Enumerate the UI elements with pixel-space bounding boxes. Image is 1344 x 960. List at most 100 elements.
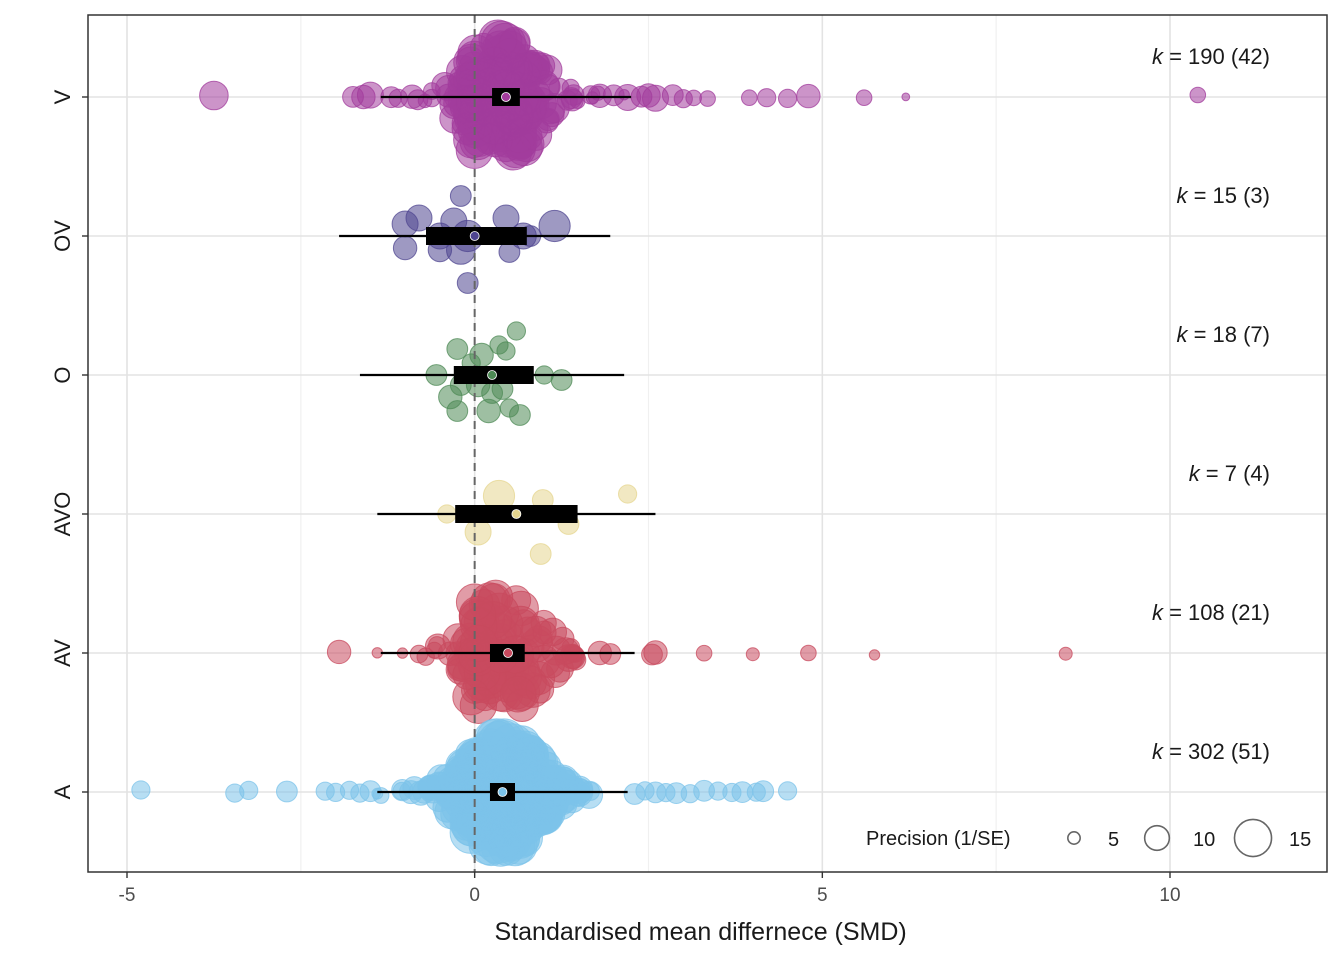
effect-size-point [416,647,435,666]
effect-size-point [459,686,498,724]
effect-size-point [778,781,798,801]
k-annotation: k = 15 (3) [1176,183,1270,208]
effect-size-point [868,649,881,661]
k-value: = 108 (21) [1163,600,1270,625]
effect-size-point [618,484,638,504]
k-annotation: k = 302 (51) [1152,739,1270,764]
effect-size-point [757,88,777,108]
legend-title: Precision (1/SE) [866,828,1011,850]
effect-size-point [539,93,570,124]
y-category-label: V [50,89,75,104]
y-category-label: A [50,784,75,799]
effect-size-point [499,675,537,713]
k-annotation: k = 190 (42) [1152,44,1270,69]
effect-size-point [509,404,531,426]
plot-border [87,14,1328,873]
effect-size-point [745,647,760,662]
k-annotations: k = 190 (42)k = 15 (3)k = 18 (7)k = 7 (4… [1152,44,1270,764]
y-category-label: AVO [50,492,75,537]
effect-size-point [405,204,433,232]
effect-size-point [536,649,566,679]
effect-size-point [855,89,873,106]
series-av [326,579,1073,724]
effect-size-point [356,81,384,109]
pooled-estimate [503,648,513,658]
y-category-label: AV [50,639,75,667]
k-value: = 15 (3) [1187,183,1270,208]
k-symbol: k [1152,600,1164,625]
effect-size-point [446,338,469,360]
effect-size-point [460,82,498,121]
effect-size-point [506,321,527,341]
k-value: = 302 (51) [1163,739,1270,764]
k-value: = 7 (4) [1200,461,1270,486]
k-symbol: k [1176,322,1188,347]
effect-size-point [239,780,259,801]
pooled-estimate [469,231,480,241]
k-symbol: k [1152,739,1164,764]
legend-size-circle [1143,824,1171,852]
effect-size-point [505,128,543,167]
effect-size-point [199,80,229,111]
effect-size-point [901,92,911,102]
effect-size-point [538,209,571,243]
k-symbol: k [1152,44,1164,69]
effect-size-point [685,89,703,107]
y-category-label: OV [50,220,75,252]
effect-size-point [131,780,151,800]
effect-size-point [532,620,557,645]
k-annotation: k = 7 (4) [1189,461,1270,486]
k-annotation: k = 18 (7) [1176,322,1270,347]
series-o [425,321,573,426]
pooled-estimate [497,787,508,797]
effect-size-point [456,272,479,294]
legend-size-circle [1067,831,1081,845]
k-symbol: k [1176,183,1188,208]
k-symbol: k [1189,461,1201,486]
estimates [339,88,656,801]
k-annotation: k = 108 (21) [1152,600,1270,625]
effect-size-point [496,341,516,361]
effect-size-point [778,88,798,109]
pooled-estimate [511,509,522,519]
effect-size-point [449,185,472,207]
y-axis: V OV O AVO AV A [50,89,88,799]
x-tick-label: -5 [119,885,136,906]
legend-size-label: 10 [1193,829,1215,851]
pooled-estimate [501,92,511,102]
legend-size-label: 5 [1108,829,1119,851]
effect-size-point [276,780,298,803]
x-axis-title: Standardised mean differnece (SMD) [495,918,907,946]
x-axis: -5 0 5 10 [119,872,1181,906]
y-category-label: O [50,366,75,383]
k-value: = 190 (42) [1163,44,1270,69]
effect-size-point [699,90,716,107]
precision-legend: Precision (1/SE) 5 10 15 [866,818,1311,858]
effect-size-point [1189,86,1207,104]
effect-size-point [550,369,573,391]
effect-size-point [391,779,414,802]
x-tick-label: 5 [817,885,828,906]
plot-panel [88,15,1327,872]
effect-size-point [446,400,469,422]
pooled-estimate [487,370,497,380]
effect-size-point [643,640,668,665]
legend-size-circle [1233,818,1273,858]
effect-size-point [1058,646,1073,661]
effect-size-point [449,811,493,854]
effect-size-point [326,639,352,665]
effect-size-point [752,780,775,803]
effect-size-point [695,644,713,662]
effect-size-point [528,52,556,80]
effect-size-point [796,83,821,109]
data-points [131,19,1207,867]
series-a [131,718,798,867]
effect-size-point [392,235,418,261]
x-tick-label: 0 [469,885,480,906]
effect-size-point [800,644,817,662]
effect-size-point [505,750,540,785]
x-tick-label: 10 [1159,885,1180,906]
effect-size-point [741,89,758,106]
